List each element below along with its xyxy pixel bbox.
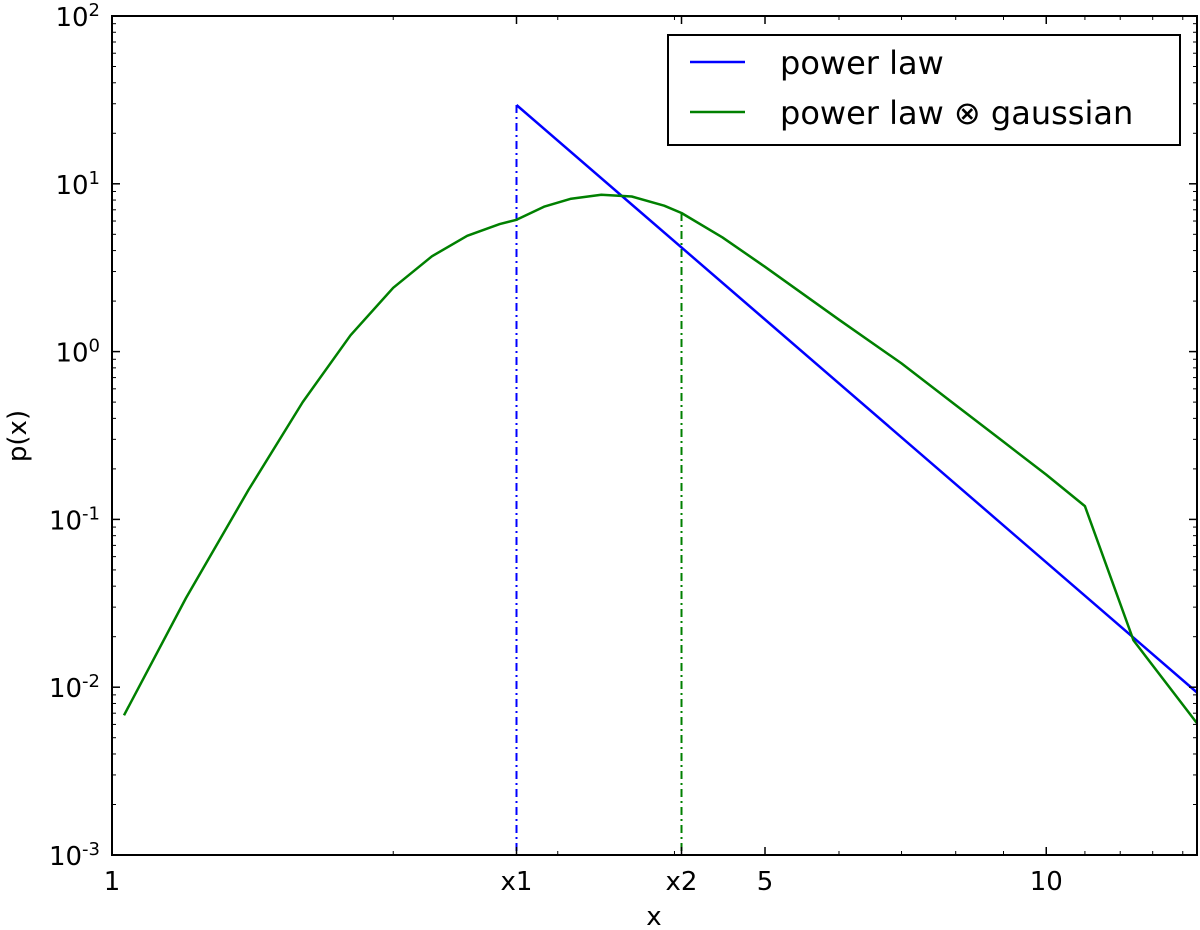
x-axis-label: x: [646, 902, 661, 930]
axis-ticks: 10-3 10-2 10-1 100 101 102 1 x1 x2 5 10: [49, 0, 1197, 897]
plot-area: [122, 104, 1198, 855]
x-tick-label: x1: [501, 867, 533, 897]
y-tick-label: 100: [55, 336, 100, 369]
legend-box: [667, 34, 1181, 146]
y-tick-label: 102: [55, 0, 100, 33]
legend-label-power-law: power law: [780, 44, 944, 82]
series-line-1: [515, 104, 1198, 694]
x-tick-label: x2: [666, 867, 698, 897]
x-tick-label: 5: [757, 867, 774, 897]
x-tick-label: 10: [1030, 867, 1063, 897]
x-tick-label: 1: [104, 867, 121, 897]
y-tick-label: 10-3: [49, 839, 100, 872]
y-tick-label: 10-1: [49, 503, 100, 536]
legend: power law power law ⊗ gaussian: [667, 34, 1181, 146]
series-line-2: [122, 193, 1198, 724]
axes-frame: [111, 15, 1198, 856]
y-axis-label: p(x): [3, 410, 33, 462]
legend-label-power-law-gaussian: power law ⊗ gaussian: [780, 94, 1133, 132]
y-tick-label: 101: [55, 168, 100, 201]
y-tick-label: 10-2: [49, 671, 100, 704]
